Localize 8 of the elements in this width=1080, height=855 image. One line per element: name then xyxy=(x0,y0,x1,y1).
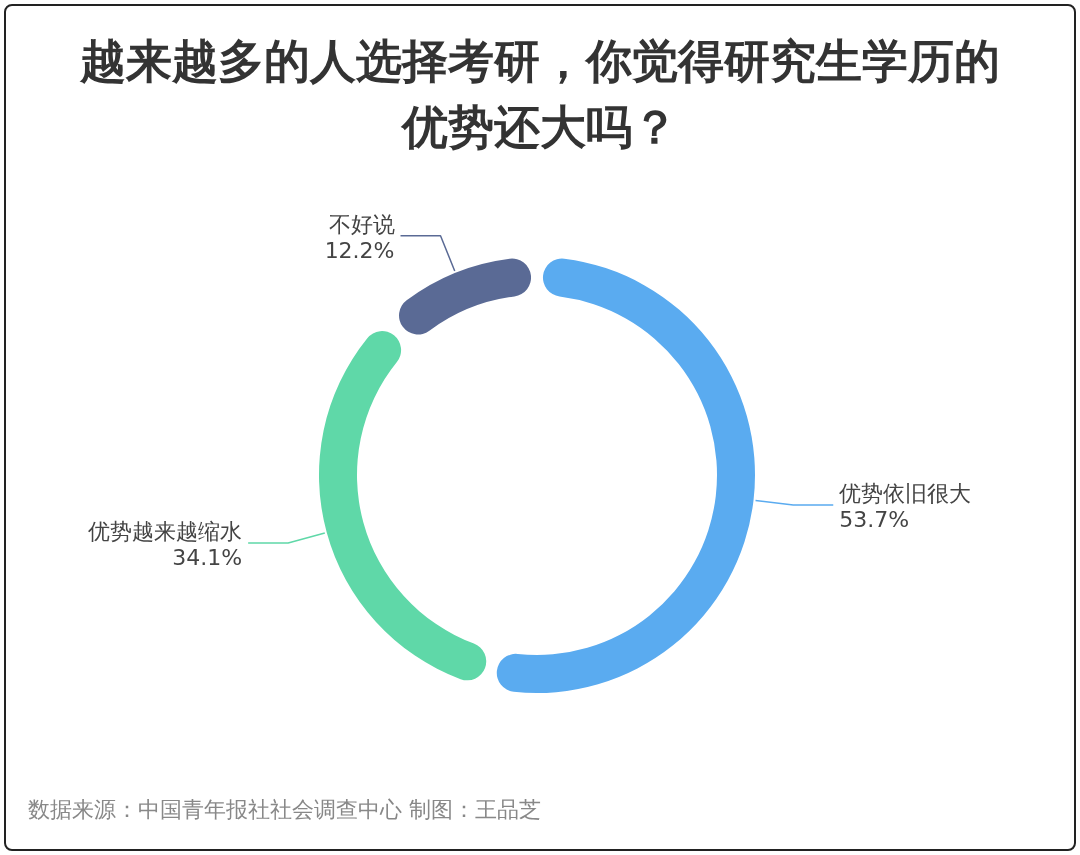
slice-label: 优势越来越缩水 xyxy=(88,519,243,545)
data-label: 34.1% xyxy=(172,545,243,571)
data-label: 12.2% xyxy=(324,237,395,263)
data-label: 53.7% xyxy=(839,506,910,532)
chart-title: 越来越多的人选择考研，你觉得研究生学历的优势还大吗？ xyxy=(79,33,1001,156)
source-note: 数据来源：中国青年报社社会调查中心 制图：王品芝 xyxy=(28,796,541,824)
slice-label: 优势依旧很大 xyxy=(839,480,972,506)
slice-label: 不好说 xyxy=(328,211,395,237)
